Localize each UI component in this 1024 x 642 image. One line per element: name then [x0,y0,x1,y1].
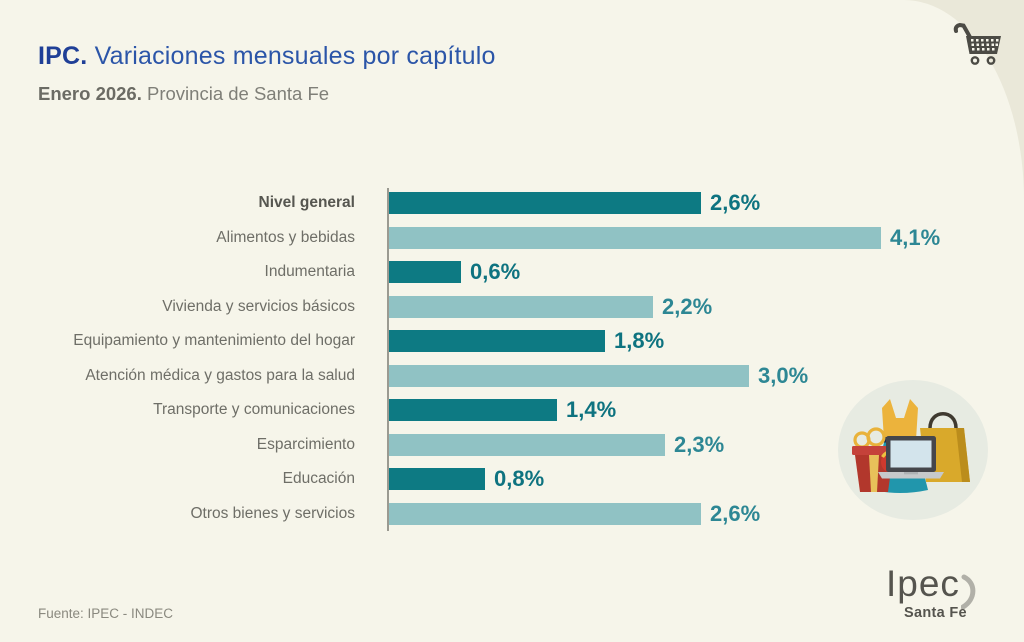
page-subtitle: Enero 2026. Provincia de Santa Fe [38,83,496,105]
chart-row: Otros bienes y servicios 2,6% [0,497,980,532]
logo-swoosh-icon [960,574,976,610]
chart-axis-line [387,188,389,531]
ipec-logo: Ipec Santa Fe [886,563,981,621]
subtitle-period: Enero 2026. [38,83,142,104]
bar-dark [389,468,485,491]
value-label: 2,3% [674,431,725,457]
laptop-icon [878,436,944,479]
chart-row: Nivel general 2,6% [0,186,980,221]
bar-chart: Nivel general 2,6% Alimentos y bebidas 4,1%… [0,186,980,531]
bar-dark [389,399,557,422]
chart-row: Atención médica y gastos para la salud 3,… [0,359,980,394]
category-label: Alimentos y bebidas [216,228,355,246]
category-label: Educación [282,470,355,488]
category-label: Otros bienes y servicios [190,504,355,522]
source-note: Fuente: IPEC - INDEC [38,606,174,621]
bar-light [389,295,653,318]
logo-text: Ipec [886,563,960,604]
bar-light [389,364,749,387]
value-label: 1,8% [614,328,665,354]
bar-dark [389,261,461,284]
bar-light [389,226,881,249]
bar-light [389,433,665,456]
category-label: Esparcimiento [256,435,355,453]
chart-row: Equipamiento y mantenimiento del hogar 1,… [0,324,980,359]
chart-rows: Nivel general 2,6% Alimentos y bebidas 4,1%… [0,186,980,531]
value-label: 2,6% [710,190,761,216]
subtitle-region: Provincia de Santa Fe [147,83,330,104]
category-label: Equipamiento y mantenimiento del hogar [73,332,355,350]
chart-row: Esparcimiento 2,3% [0,428,980,463]
title-prefix: IPC. [38,42,88,70]
bar-light [389,502,701,525]
value-label: 1,4% [566,397,617,423]
category-label: Vivienda y servicios básicos [162,297,355,315]
category-label: Nivel general [258,194,356,212]
title-text: Variaciones mensuales por capítulo [94,42,496,70]
value-label: 2,6% [710,500,761,526]
value-label: 4,1% [890,224,941,250]
value-label: 0,6% [470,259,521,285]
category-label: Indumentaria [264,263,355,281]
logo-subtext: Santa Fe [904,605,967,621]
category-label: Atención médica y gastos para la salud [85,366,355,384]
chart-row: Indumentaria 0,6% [0,255,980,290]
bar-dark [389,330,605,353]
chart-row: Transporte y comunicaciones 1,4% [0,393,980,428]
category-label: Transporte y comunicaciones [153,401,355,419]
chart-row: Alimentos y bebidas 4,1% [0,221,980,256]
header: IPC. Variaciones mensuales por capítulo … [38,42,496,105]
value-label: 3,0% [758,362,809,388]
chart-row: Educación 0,8% [0,462,980,497]
shopping-cart-icon [951,21,1005,72]
value-label: 2,2% [662,293,713,319]
chart-row: Vivienda y servicios básicos 2,2% [0,290,980,325]
shopping-items-illustration [838,380,988,527]
bar-dark [389,192,701,215]
page-title: IPC. Variaciones mensuales por capítulo [38,42,496,71]
value-label: 0,8% [494,466,545,492]
